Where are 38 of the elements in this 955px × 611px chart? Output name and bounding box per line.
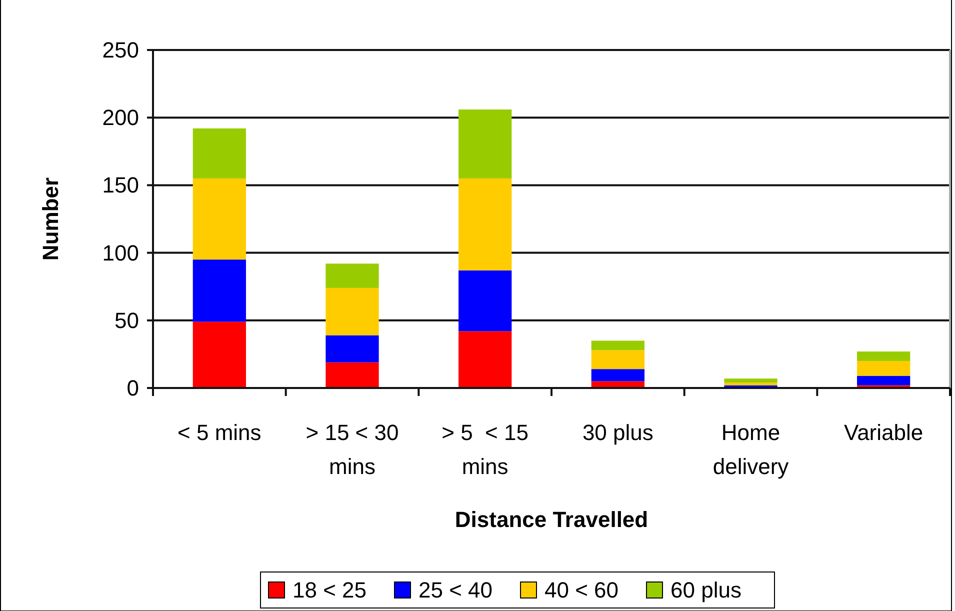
- x-tick-label: > 15 < 30 mins: [306, 420, 399, 479]
- legend-label: 18 < 25: [292, 578, 367, 602]
- bar: [192, 128, 246, 178]
- bar: [458, 178, 512, 270]
- y-tick-label: 250: [102, 38, 139, 62]
- bar: [326, 335, 379, 362]
- y-tick-label: 150: [102, 172, 139, 198]
- legend-label: 60 plus: [670, 578, 742, 602]
- bar: [192, 260, 246, 322]
- bar: [458, 331, 512, 388]
- y-axis-title: Number: [38, 177, 63, 261]
- x-tick-label: > 5 < 15 mins: [442, 420, 529, 479]
- legend-label: 25 < 40: [418, 578, 493, 602]
- bar: [458, 109, 512, 178]
- x-tick-label: Variable: [844, 420, 924, 445]
- bar: [192, 322, 246, 388]
- bar: [591, 340, 644, 350]
- bar: [857, 376, 910, 386]
- legend-label: 40 < 60: [544, 578, 619, 602]
- x-tick-label: < 5 mins: [178, 420, 262, 445]
- bar: [591, 369, 644, 382]
- bar: [326, 264, 379, 288]
- bar: [724, 378, 778, 383]
- y-tick-label: 200: [102, 105, 139, 130]
- x-tick-label: Home delivery: [712, 420, 789, 479]
- x-tick-label: 30 plus: [582, 420, 654, 445]
- bar: [458, 270, 512, 332]
- y-tick-label: 50: [114, 308, 139, 333]
- bar: [326, 288, 379, 336]
- bar: [724, 382, 778, 386]
- bar: [591, 350, 644, 370]
- y-tick-label: 100: [102, 240, 139, 266]
- bar: [857, 351, 910, 361]
- bar: [326, 362, 379, 388]
- bar: [857, 360, 910, 376]
- bar: [192, 178, 246, 260]
- x-axis-title: Distance Travelled: [454, 507, 648, 532]
- y-tick-label: 0: [126, 376, 139, 400]
